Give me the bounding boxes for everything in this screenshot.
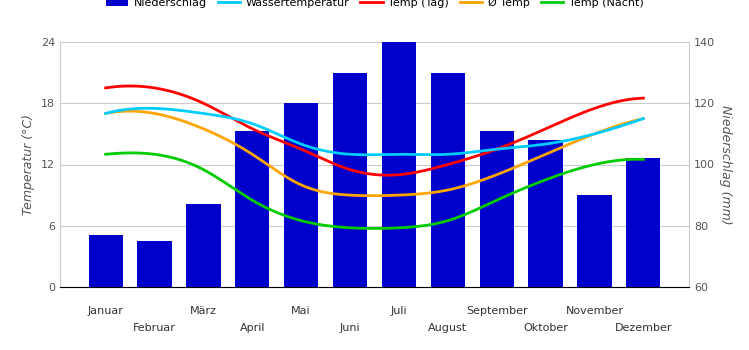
Bar bbox=[88, 235, 123, 287]
Y-axis label: Temperatur (°C): Temperatur (°C) bbox=[22, 114, 35, 215]
Bar bbox=[187, 204, 220, 287]
Text: August: August bbox=[428, 323, 467, 333]
Bar bbox=[284, 103, 318, 287]
Legend: Niederschlag, Wassertemperatur, Temp (Tag), Ø Temp, Temp (Nacht): Niederschlag, Wassertemperatur, Temp (Ta… bbox=[101, 0, 648, 13]
Y-axis label: Niederschlag (mm): Niederschlag (mm) bbox=[719, 105, 732, 224]
Bar bbox=[137, 241, 172, 287]
Text: November: November bbox=[565, 307, 623, 316]
Bar bbox=[626, 158, 661, 287]
Bar bbox=[235, 131, 270, 287]
Text: Juni: Juni bbox=[340, 323, 360, 333]
Text: April: April bbox=[240, 323, 265, 333]
Bar bbox=[577, 195, 612, 287]
Text: Januar: Januar bbox=[88, 307, 124, 316]
Bar bbox=[529, 140, 562, 287]
Text: Mai: Mai bbox=[291, 307, 311, 316]
Text: Juli: Juli bbox=[391, 307, 407, 316]
Bar bbox=[333, 73, 367, 287]
Bar bbox=[479, 131, 514, 287]
Text: September: September bbox=[466, 307, 527, 316]
Text: Februar: Februar bbox=[133, 323, 176, 333]
Text: Dezember: Dezember bbox=[615, 323, 672, 333]
Bar bbox=[382, 21, 416, 287]
Bar bbox=[431, 73, 465, 287]
Text: März: März bbox=[190, 307, 217, 316]
Text: Oktober: Oktober bbox=[523, 323, 568, 333]
